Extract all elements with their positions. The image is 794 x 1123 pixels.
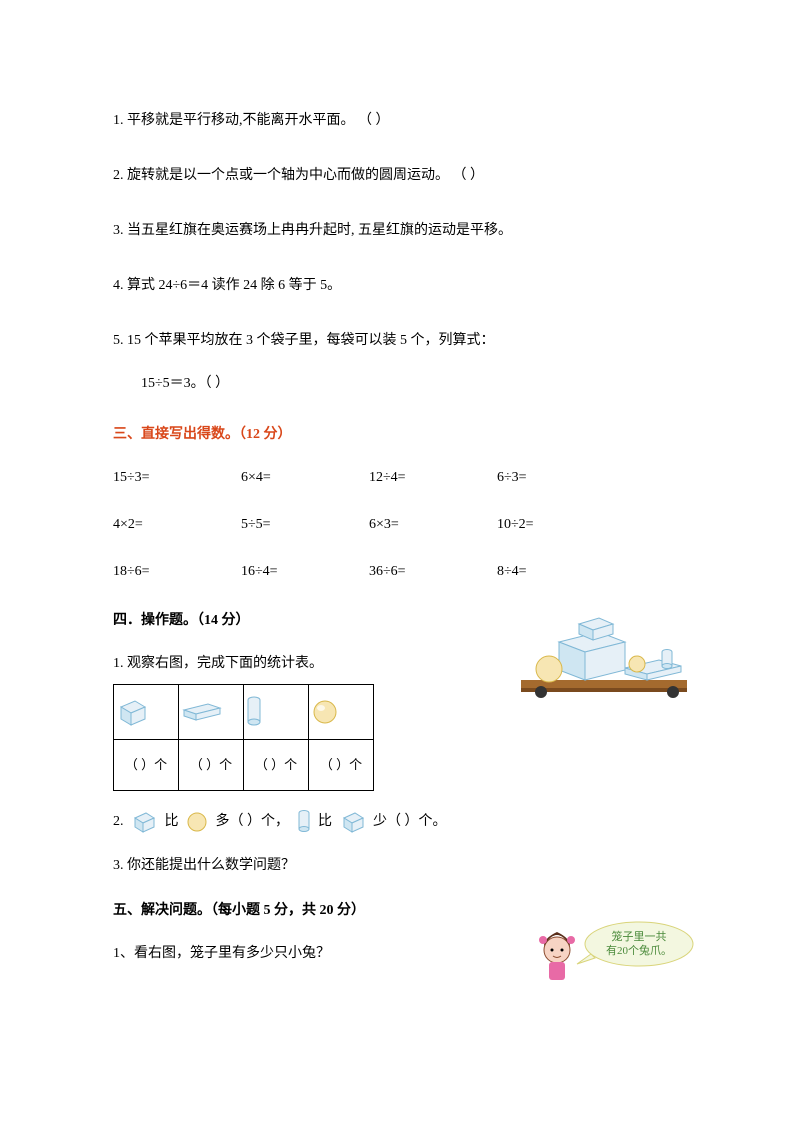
girl-with-bubble-illustration: 笼子里一共 有20个兔爪。 [533,918,703,984]
s2-item-2: 2. 旋转就是以一个点或一个轴为中心而做的圆周运动。 （ ） [113,165,681,186]
q2-text: 比 [165,814,179,829]
shapes-table: （ ）个 （ ）个 （ ）个 （ ）个 [113,684,374,791]
calc-cell[interactable]: 12÷4= [369,467,497,488]
calc-cell[interactable]: 16÷4= [241,561,369,582]
shape-cube-cell [114,685,179,740]
section3-title: 三、直接写出得数。（12 分） [113,424,681,445]
cube-icon [115,695,149,729]
s2-item-3: 3. 当五星红旗在奥运赛场上冉冉升起时, 五星红旗的运动是平移。 [113,220,681,241]
calc-cell[interactable]: 6×3= [369,514,497,535]
s4-q3: 3. 你还能提出什么数学问题？ [113,855,681,876]
q2-text: 少（ ）个。 [373,814,447,829]
inline-cube-icon [131,809,157,835]
inline-cube2-icon [340,809,366,835]
s2-item-5a: 5. 15 个苹果平均放在 3 个袋子里，每袋可以装 5 个，列算式： [113,330,681,351]
calc-row-2: 4×2= 5÷5= 6×3= 10÷2= [113,514,681,535]
cylinder-icon [245,694,263,730]
calc-cell[interactable]: 15÷3= [113,467,241,488]
calc-cell[interactable]: 36÷6= [369,561,497,582]
inline-cylinder-icon [297,809,311,835]
count-cell[interactable]: （ ）个 [179,740,244,791]
calc-cell[interactable]: 18÷6= [113,561,241,582]
calc-cell[interactable]: 8÷4= [497,561,625,582]
shape-cylinder-cell [244,685,309,740]
q2-text: 多（ ）个， [216,814,290,829]
q2-text: 比 [318,814,332,829]
count-cell[interactable]: （ ）个 [114,740,179,791]
calc-cell[interactable]: 4×2= [113,514,241,535]
s2-item-4: 4. 算式 24÷6＝4 读作 24 除 6 等于 5。 [113,275,681,296]
shapes-scene-illustration [521,614,689,704]
s4-q2: 2. 比 多（ ）个， 比 [113,809,681,835]
count-cell[interactable]: （ ）个 [244,740,309,791]
calc-cell[interactable]: 10÷2= [497,514,625,535]
sphere-icon [310,697,340,727]
shape-sphere-cell [309,685,374,740]
count-cell[interactable]: （ ）个 [309,740,374,791]
shape-cuboid-cell [179,685,244,740]
calc-cell[interactable]: 6×4= [241,467,369,488]
cuboid-icon [180,700,224,724]
q2-prefix: 2. [113,814,124,829]
calc-cell[interactable]: 6÷3= [497,467,625,488]
calc-row-3: 18÷6= 16÷4= 36÷6= 8÷4= [113,561,681,582]
calc-row-1: 15÷3= 6×4= 12÷4= 6÷3= [113,467,681,488]
bubble-text-2: 有20个兔爪。 [606,943,672,957]
bubble-text-1: 笼子里一共 [612,929,667,943]
s2-item-5b: 15÷5＝3。（ ） [141,373,681,394]
calc-cell[interactable]: 5÷5= [241,514,369,535]
inline-sphere-icon [186,811,208,833]
s2-item-1: 1. 平移就是平行移动,不能离开水平面。 （ ） [113,110,681,131]
